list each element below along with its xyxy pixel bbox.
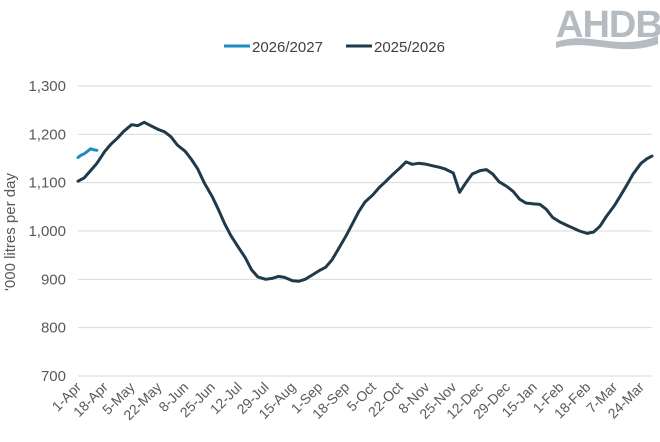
y-tick-label: 1,200	[28, 126, 66, 143]
legend-label-2025-2026: 2025/2026	[374, 39, 445, 56]
y-tick-label: 800	[41, 320, 66, 337]
y-tick-label: 700	[41, 368, 66, 385]
gridlines	[78, 85, 652, 377]
ahdb-logo: AHDB	[556, 4, 660, 50]
y-tick-label: 1,100	[28, 175, 66, 192]
y-tick-label: 1,300	[28, 78, 66, 95]
logo-wave-icon	[556, 36, 658, 50]
y-axis-title: '000 litres per day	[2, 173, 19, 291]
series-line-2025-2026	[76, 120, 654, 283]
series-line-2026-2027	[76, 147, 99, 159]
legend: 2026/2027 2025/2026	[224, 39, 445, 56]
x-axis-ticks: 1-Apr18-Apr5-May22-May8-Jun25-Jun12-Jul2…	[49, 379, 648, 424]
y-tick-label: 1,000	[28, 223, 66, 240]
y-axis-ticks: 700 800 900 1,000 1,100 1,200 1,300	[28, 78, 66, 385]
y-tick-label: 900	[41, 271, 66, 288]
legend-label-2026-2027: 2026/2027	[252, 39, 323, 56]
series-lines	[76, 120, 654, 283]
